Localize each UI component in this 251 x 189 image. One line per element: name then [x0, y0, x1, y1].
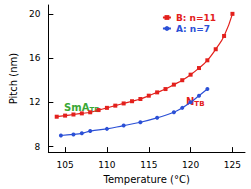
- svg-text:Pitch (nm): Pitch (nm): [8, 53, 19, 105]
- svg-text:8: 8: [35, 142, 41, 152]
- svg-text:TB: TB: [89, 105, 100, 114]
- svg-text:110: 110: [98, 160, 115, 170]
- svg-text:105: 105: [56, 160, 73, 170]
- svg-text:115: 115: [140, 160, 157, 170]
- svg-text:B: n=11: B: n=11: [176, 13, 216, 23]
- svg-text:16: 16: [29, 53, 41, 63]
- svg-text:125: 125: [224, 160, 241, 170]
- svg-text:Temperature (°C): Temperature (°C): [103, 174, 190, 185]
- svg-text:TB: TB: [194, 100, 204, 108]
- svg-text:N: N: [186, 96, 194, 107]
- svg-text:120: 120: [182, 160, 199, 170]
- svg-text:SmA: SmA: [64, 102, 90, 113]
- svg-text:A: n=7: A: n=7: [176, 24, 210, 34]
- svg-text:12: 12: [29, 97, 40, 107]
- svg-text:20: 20: [29, 9, 41, 19]
